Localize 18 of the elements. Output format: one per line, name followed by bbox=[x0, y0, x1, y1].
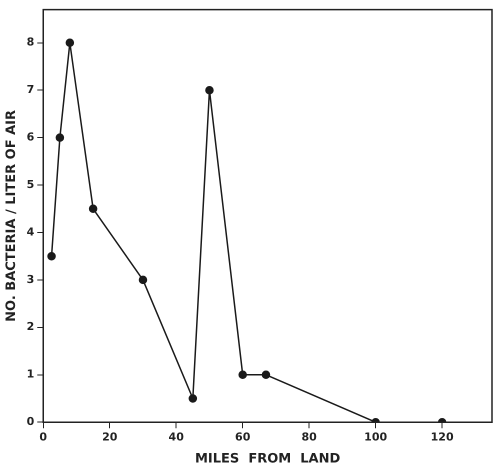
x-tick-label: 40 bbox=[168, 430, 184, 444]
y-tick-label: 4 bbox=[26, 225, 35, 238]
y-tick-label: 2 bbox=[26, 320, 34, 334]
x-axis-title: MILES FROM LAND bbox=[194, 452, 340, 467]
x-tick-label: 100 bbox=[364, 430, 388, 444]
y-tick-label: 1 bbox=[26, 368, 34, 381]
x-tick-label: 20 bbox=[102, 430, 118, 444]
x-tick-label: 0 bbox=[39, 430, 48, 444]
y-tick-label: 6 bbox=[26, 130, 35, 144]
x-tick-label: 80 bbox=[302, 430, 318, 444]
y-tick-label: 7 bbox=[26, 83, 34, 96]
y-tick-label: 8 bbox=[26, 36, 34, 49]
y-tick-label: 5 bbox=[26, 178, 34, 191]
y-tick-label: 0 bbox=[26, 415, 35, 428]
y-axis-title: NO. BACTERIA / LITER OF AIR bbox=[4, 110, 20, 322]
y-tick-label: 3 bbox=[26, 272, 34, 286]
x-tick-label: 120 bbox=[430, 430, 454, 444]
x-tick-label: 60 bbox=[235, 430, 251, 444]
